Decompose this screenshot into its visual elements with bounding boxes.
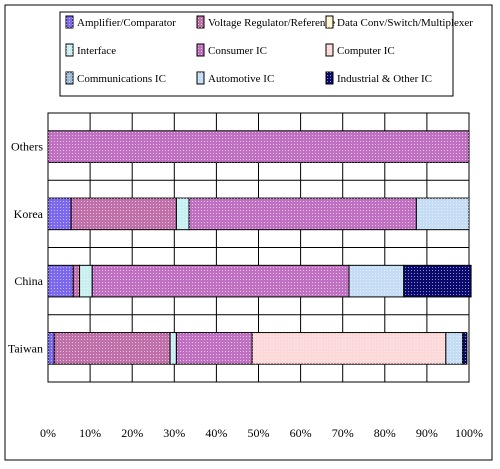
outer-frame: [4, 4, 493, 461]
x-tick-labels: 0% 10% 20% 30% 40% 50% 60% 70% 80% 90% 100%: [40, 426, 483, 440]
x-tick-label: 50%: [248, 426, 270, 440]
bar-texture: [176, 332, 253, 365]
x-tick-label: 100%: [455, 426, 483, 440]
bars: [47, 130, 472, 365]
bar-texture: [462, 332, 467, 365]
legend-swatch-texture: [326, 72, 333, 84]
legend-label-communications-ic: Communications IC: [77, 73, 166, 85]
bar-texture: [189, 198, 417, 230]
legend-label-automotive-ic: Automotive IC: [208, 73, 274, 85]
bar-texture: [73, 265, 80, 297]
bar-texture: [48, 198, 72, 230]
bar-texture: [176, 198, 190, 230]
legend-swatch-texture: [197, 16, 204, 28]
x-tick-label: 40%: [205, 426, 227, 440]
x-tick-label: 0%: [40, 426, 56, 440]
legend-label-amplifier-comparator: Amplifier/Comparator: [77, 17, 176, 29]
legend-box: [59, 11, 454, 97]
legend: Amplifier/Comparator Voltage Regulator/Re…: [65, 15, 473, 85]
bar-texture: [54, 332, 171, 365]
category-label-others: Others: [11, 140, 43, 154]
legend-label-data-conv-switch-multiplexer: Data Conv/Switch/Multiplexer: [337, 17, 473, 29]
bar-texture: [252, 332, 446, 365]
category-label-china: China: [14, 274, 43, 288]
bar-texture: [416, 198, 469, 230]
legend-label-consumer-ic: Consumer IC: [208, 45, 267, 57]
bar-texture: [403, 265, 472, 297]
legend-swatch-texture: [326, 16, 333, 28]
category-label-korea: Korea: [14, 207, 44, 221]
legend-swatch-texture: [66, 72, 73, 84]
x-tick-label: 20%: [121, 426, 143, 440]
category-labels: Others Korea China Taiwan: [8, 140, 44, 356]
x-tick-label: 90%: [416, 426, 438, 440]
legend-swatch-texture: [197, 72, 204, 84]
legend-label-computer-ic: Computer IC: [337, 45, 395, 57]
category-label-taiwan: Taiwan: [8, 341, 43, 355]
bar-texture: [48, 130, 469, 163]
legend-swatch-texture: [197, 44, 204, 56]
legend-label-interface: Interface: [77, 45, 116, 57]
x-tick-label: 60%: [290, 426, 312, 440]
bar-texture: [349, 265, 404, 297]
x-tick-label: 80%: [374, 426, 396, 440]
x-tick-label: 10%: [79, 426, 101, 440]
legend-swatch-texture: [66, 44, 73, 56]
bar-texture: [71, 198, 177, 230]
bar-texture: [170, 332, 177, 365]
legend-swatch-texture: [326, 44, 333, 56]
x-tick-label: 30%: [163, 426, 185, 440]
bar-texture: [48, 265, 74, 297]
x-tick-label: 70%: [332, 426, 354, 440]
bar-texture: [445, 332, 463, 365]
bar-texture: [92, 265, 350, 297]
bar-texture: [48, 332, 55, 365]
legend-label-voltage-regulator-reference: Voltage Regulator/Reference: [208, 17, 335, 29]
bar-texture: [79, 265, 93, 297]
legend-swatch-texture: [66, 16, 73, 28]
legend-label-industrial-other-ic: Industrial & Other IC: [337, 73, 432, 85]
